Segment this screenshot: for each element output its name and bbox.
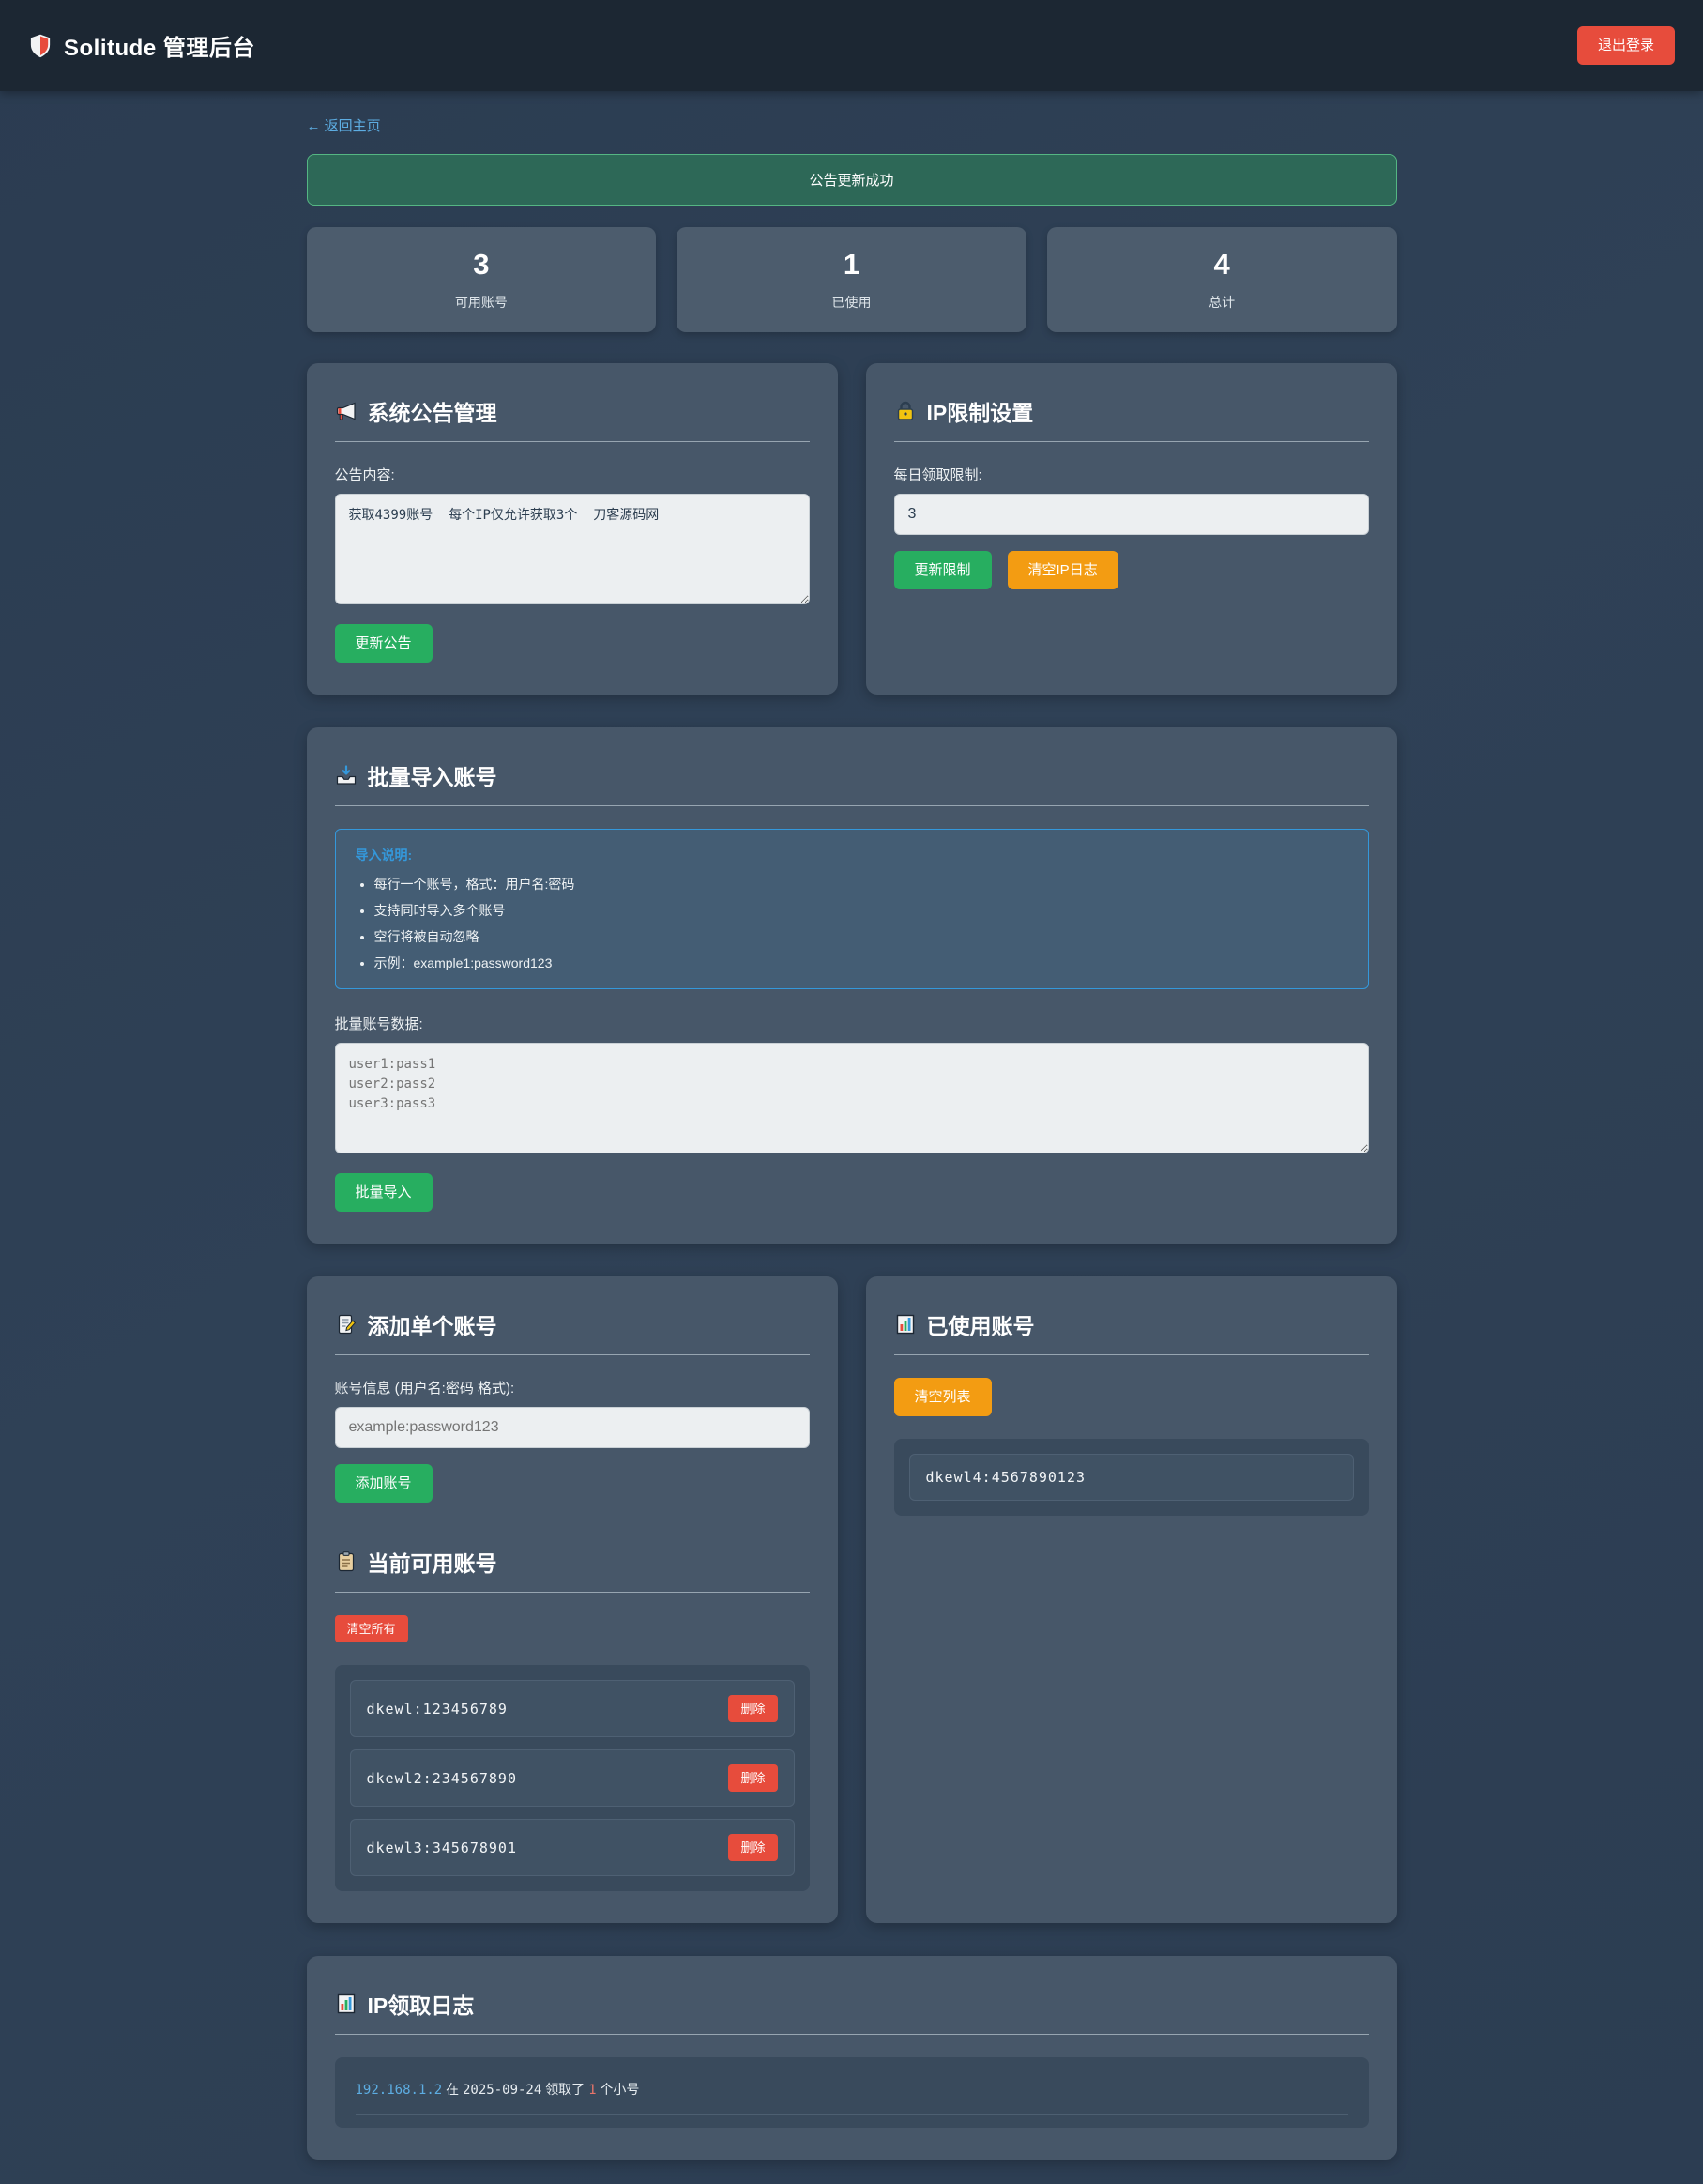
ip-log-entry: 192.168.1.2 在 2025-09-24 领取了 1 个小号 — [355, 2063, 1348, 2115]
available-accounts-title-text: 当前可用账号 — [367, 1551, 497, 1576]
account-info-label: 账号信息 (用户名:密码 格式): — [334, 1381, 515, 1397]
batch-data-label: 批量账号数据: — [334, 1016, 423, 1032]
account-credentials: dkewl2:234567890 — [366, 1769, 517, 1787]
account-credentials: dkewl:123456789 — [366, 1700, 508, 1718]
accounts-card: 添加单个账号 账号信息 (用户名:密码 格式): 添加账号 当前可用账号 清空所… — [306, 1276, 838, 1923]
used-accounts-list: dkewl4:4567890123 — [893, 1439, 1369, 1516]
used-account-row: dkewl4:4567890123 — [908, 1454, 1354, 1501]
update-announcement-button[interactable]: 更新公告 — [334, 624, 433, 663]
log-word-received: 领取了 — [545, 2082, 585, 2097]
clear-ip-log-button[interactable]: 清空IP日志 — [1007, 551, 1118, 589]
account-row: dkewl:123456789 删除 — [349, 1680, 795, 1737]
log-ip: 192.168.1.2 — [355, 2083, 443, 2098]
announcement-title-text: 系统公告管理 — [367, 401, 497, 425]
log-word-unit: 个小号 — [600, 2082, 640, 2097]
ip-log-card: IP领取日志 192.168.1.2 在 2025-09-24 领取了 1 个小… — [306, 1956, 1397, 2160]
log-date: 2025-09-24 — [463, 2083, 542, 2098]
daily-limit-label: 每日领取限制: — [893, 467, 982, 483]
clipboard-icon — [338, 1551, 354, 1572]
stat-label: 可用账号 — [454, 295, 508, 310]
app-header: Solitude 管理后台 退出登录 — [0, 0, 1703, 91]
ip-log-title-text: IP领取日志 — [367, 1993, 475, 2018]
instruction-item: 支持同时导入多个账号 — [374, 901, 1348, 920]
lock-icon — [897, 401, 913, 420]
import-instructions-title: 导入说明: — [355, 848, 413, 863]
app-logo: Solitude 管理后台 — [28, 29, 255, 62]
delete-account-button[interactable]: 删除 — [728, 1764, 778, 1792]
account-credentials: dkewl3:345678901 — [366, 1839, 517, 1856]
announcement-title: 系统公告管理 — [334, 395, 810, 442]
top-cards-row: 系统公告管理 公告内容: 获取4399账号 每个IP仅允许获取3个 刀客源码网 … — [306, 363, 1397, 695]
instruction-item: 每行一个账号，格式：用户名:密码 — [374, 875, 1348, 893]
stat-label: 已使用 — [831, 295, 872, 310]
batch-data-textarea[interactable] — [334, 1043, 1369, 1153]
ip-log-list: 192.168.1.2 在 2025-09-24 领取了 1 个小号 — [334, 2057, 1369, 2128]
ip-limit-title-text: IP限制设置 — [926, 401, 1034, 425]
page-title: Solitude 管理后台 — [64, 36, 255, 61]
used-accounts-title-text: 已使用账号 — [926, 1314, 1035, 1338]
batch-import-button[interactable]: 批量导入 — [334, 1173, 433, 1212]
megaphone-icon — [336, 402, 356, 420]
ip-log-title: IP领取日志 — [334, 1988, 1369, 2035]
bar-chart-icon — [896, 1314, 914, 1335]
clear-all-button[interactable]: 清空所有 — [334, 1615, 408, 1642]
update-limit-button[interactable]: 更新限制 — [893, 551, 992, 589]
bar-chart-icon — [337, 1993, 355, 2014]
account-credentials: dkewl4:4567890123 — [925, 1469, 1087, 1486]
add-account-title-text: 添加单个账号 — [367, 1314, 497, 1338]
used-accounts-title: 已使用账号 — [893, 1308, 1369, 1355]
back-home-link[interactable]: ← 返回主页 — [306, 118, 381, 134]
available-accounts-title: 当前可用账号 — [334, 1546, 810, 1593]
account-row: dkewl2:234567890 删除 — [349, 1749, 795, 1807]
stat-card-used: 1 已使用 — [677, 227, 1026, 332]
batch-import-title: 批量导入账号 — [334, 759, 1369, 806]
stat-card-total: 4 总计 — [1046, 227, 1397, 332]
import-instructions-list: 每行一个账号，格式：用户名:密码 支持同时导入多个账号 空行将被自动忽略 示例：… — [356, 875, 1348, 972]
stat-label: 总计 — [1209, 295, 1236, 310]
main-content: ← 返回主页 公告更新成功 3 可用账号 1 已使用 4 总计 系统公告管理 — [306, 91, 1397, 2184]
stat-card-available: 3 可用账号 — [306, 227, 657, 332]
stats-row: 3 可用账号 1 已使用 4 总计 — [306, 227, 1397, 332]
daily-limit-input[interactable] — [893, 494, 1369, 535]
announcement-card: 系统公告管理 公告内容: 获取4399账号 每个IP仅允许获取3个 刀客源码网 … — [306, 363, 838, 695]
delete-account-button[interactable]: 删除 — [728, 1695, 778, 1722]
stat-value: 4 — [1213, 248, 1230, 281]
delete-account-button[interactable]: 删除 — [728, 1834, 778, 1861]
import-instructions-box: 导入说明: 每行一个账号，格式：用户名:密码 支持同时导入多个账号 空行将被自动… — [334, 829, 1369, 989]
stat-value: 3 — [473, 248, 490, 281]
log-count: 1 — [588, 2083, 597, 2098]
import-icon — [336, 765, 356, 785]
instruction-item: 示例：example1:password123 — [374, 954, 1348, 972]
stat-value: 1 — [843, 248, 860, 281]
add-account-title: 添加单个账号 — [334, 1308, 810, 1355]
used-accounts-card: 已使用账号 清空列表 dkewl4:4567890123 — [865, 1276, 1397, 1923]
account-row: dkewl3:345678901 删除 — [349, 1819, 795, 1876]
log-word-at: 在 — [446, 2082, 460, 2097]
memo-icon — [338, 1314, 356, 1335]
announcement-content-label: 公告内容: — [334, 467, 395, 483]
ip-limit-title: IP限制设置 — [893, 395, 1369, 442]
batch-import-title-text: 批量导入账号 — [367, 765, 497, 789]
add-account-button[interactable]: 添加账号 — [334, 1464, 433, 1503]
account-info-input[interactable] — [334, 1407, 810, 1448]
logout-button[interactable]: 退出登录 — [1576, 26, 1675, 65]
bottom-cards-row: 添加单个账号 账号信息 (用户名:密码 格式): 添加账号 当前可用账号 清空所… — [306, 1276, 1397, 1923]
batch-import-card: 批量导入账号 导入说明: 每行一个账号，格式：用户名:密码 支持同时导入多个账号… — [306, 727, 1397, 1244]
available-accounts-list: dkewl:123456789 删除 dkewl2:234567890 删除 d… — [334, 1665, 810, 1891]
announcement-textarea[interactable]: 获取4399账号 每个IP仅允许获取3个 刀客源码网 — [334, 494, 810, 604]
ip-limit-card: IP限制设置 每日领取限制: 更新限制 清空IP日志 — [865, 363, 1397, 695]
shield-icon — [29, 32, 52, 59]
clear-used-list-button[interactable]: 清空列表 — [893, 1378, 992, 1416]
success-banner: 公告更新成功 — [306, 154, 1397, 206]
instruction-item: 空行将被自动忽略 — [374, 927, 1348, 946]
